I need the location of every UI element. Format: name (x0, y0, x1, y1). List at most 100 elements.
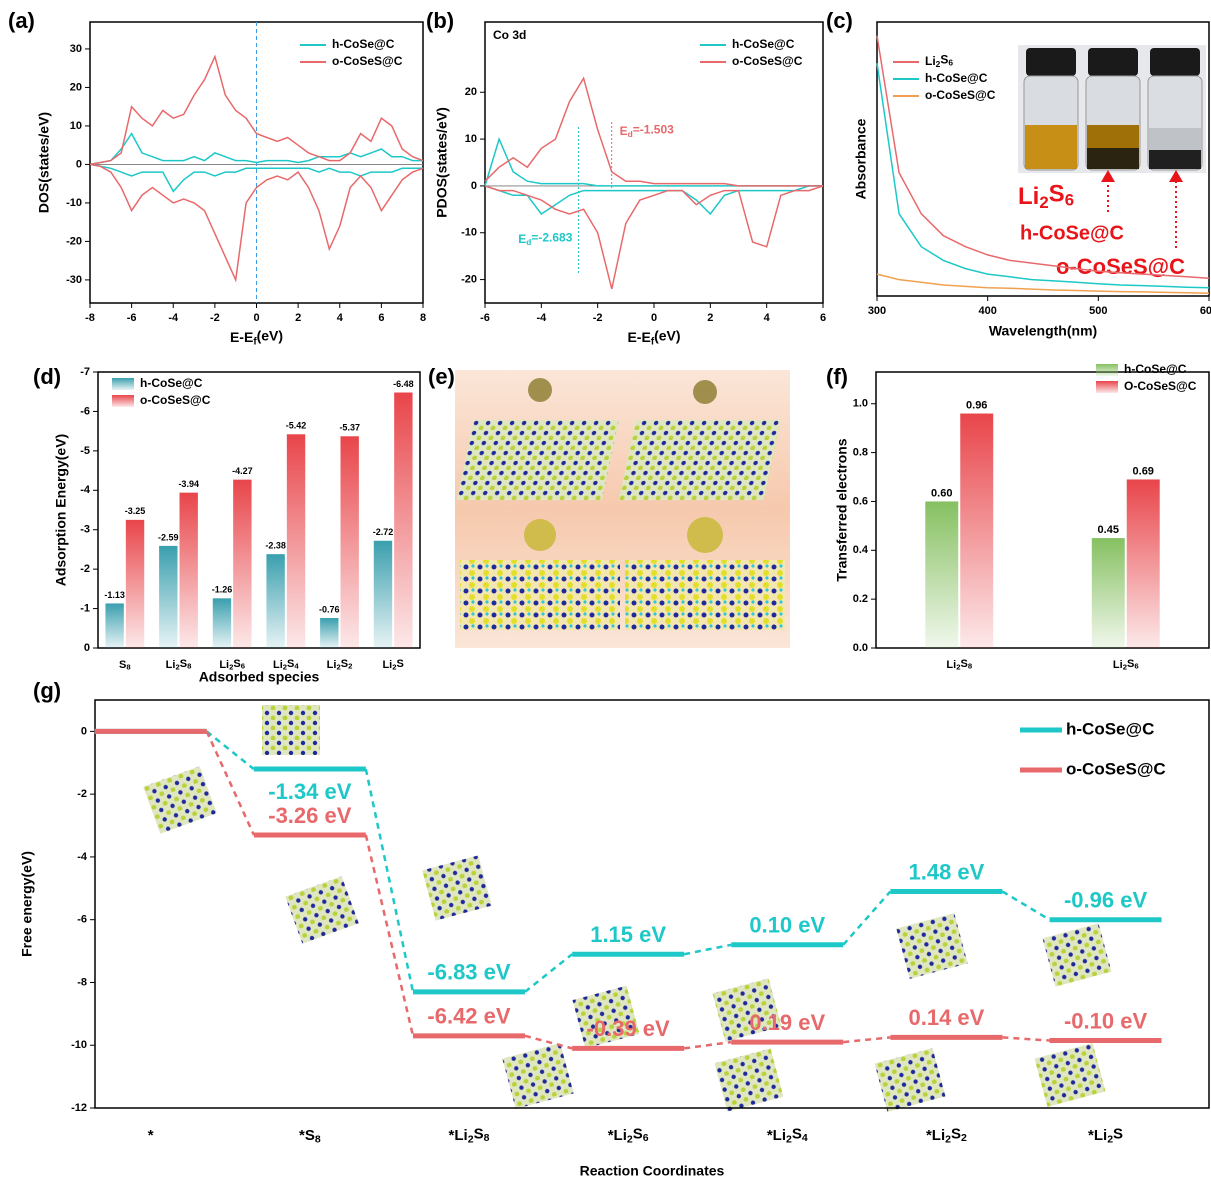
photo-label-part: 6 (1065, 191, 1074, 210)
bar (1092, 538, 1125, 648)
bar (105, 603, 123, 648)
x-tick-label-part: 4 (294, 662, 299, 671)
y-tick-label: -1 (80, 602, 90, 614)
structure-slab (625, 560, 785, 630)
y-tick-label: -7 (80, 366, 90, 378)
legend-swatch (1096, 364, 1118, 376)
photo-inset (1018, 45, 1206, 248)
adsorbate (528, 378, 552, 402)
vial-cap (1088, 48, 1138, 76)
x-tick-label: 400 (978, 305, 996, 317)
x-tick-label-part: S (792, 1125, 802, 1142)
value-label: 0.45 (1098, 524, 1119, 536)
x-tick-label-part: 8 (187, 662, 192, 671)
legend-label: o-CoSeS@C (1066, 759, 1166, 778)
x-tick-label-part: S (951, 1125, 961, 1142)
x-tick-label: *S8 (299, 1127, 321, 1145)
vial-powder (1149, 150, 1201, 169)
connector (525, 954, 572, 992)
x-tick-label: Li2S8 (946, 658, 972, 672)
y-tick-label: 0.6 (853, 495, 868, 507)
x-axis-label: E-Ef(eV) (627, 327, 680, 347)
photo-label-part: 2 (1039, 193, 1048, 212)
y-axis-label: Transferred electrons (834, 438, 850, 581)
x-tick-label: 4 (337, 312, 344, 324)
structure-slab (619, 420, 781, 500)
y-tick-label: -3 (80, 524, 90, 536)
thumbnail (143, 766, 216, 834)
x-tick-label: -2 (210, 312, 220, 324)
legend-label: o-CoSeS@C (140, 393, 211, 407)
adsorbate (524, 519, 556, 551)
value-label: -3.94 (178, 479, 199, 489)
plot-frame (98, 372, 420, 648)
bar (180, 493, 198, 648)
y-tick-label: -6 (77, 914, 87, 926)
x-tick-label-part: *Li (449, 1127, 468, 1144)
x-axis-label: Reaction Coordinates (580, 1163, 725, 1179)
thumbnail (1043, 923, 1112, 986)
y-axis-label: Absorbance (853, 118, 869, 199)
y-tick-label: 0 (81, 725, 87, 737)
photo-label: h-CoSe@C (1020, 222, 1124, 244)
connector (843, 1037, 890, 1042)
step-label: 0.10 eV (749, 913, 825, 938)
x-tick-label: 8 (420, 312, 426, 324)
legend-label-part: S (940, 53, 948, 67)
y-tick-label: 0 (471, 180, 477, 192)
thumbnails (143, 705, 1111, 1112)
x-tick-label-part: Li (166, 659, 176, 671)
thumbnail (1035, 1043, 1106, 1107)
step-label: 1.15 eV (590, 922, 666, 947)
thumbnail (715, 1048, 784, 1111)
annotation-part: =-2.683 (531, 231, 572, 245)
x-tick-label: 6 (378, 312, 384, 324)
value-label: -6.48 (393, 379, 414, 389)
x-tick-label-part: S (233, 658, 240, 670)
annotation: Ed=-1.503 (620, 123, 675, 139)
bar (213, 598, 231, 648)
y-axis-label: DOS(states/eV) (36, 112, 52, 213)
x-tick-label: Li2S6 (1113, 658, 1139, 672)
step-label: -3.26 eV (268, 803, 351, 828)
value-label: -2.59 (158, 532, 179, 542)
x-tick-label-part: 6 (1134, 662, 1138, 671)
x-tick-label-part: 6 (643, 1132, 649, 1144)
panel-label: (a) (8, 8, 35, 33)
x-tick-label: Li2S (382, 658, 403, 672)
x-tick-label: *Li2S4 (767, 1125, 808, 1145)
structure-slab (460, 560, 620, 630)
value-label: 0.60 (931, 487, 952, 499)
x-tick-label: -4 (536, 312, 547, 324)
x-tick-label-part: *Li (608, 1127, 627, 1144)
value-label: -5.42 (286, 421, 307, 431)
y-tick-label: -2 (77, 788, 87, 800)
value-label: -2.38 (265, 541, 286, 551)
legend-label: Li2S6 (925, 53, 953, 69)
y-tick-label: 1.0 (853, 398, 868, 410)
legend-label: h-CoSe@C (332, 37, 395, 51)
thumbnail (896, 913, 967, 979)
x-axis-label-part: (eV) (654, 327, 680, 343)
panel-label: (d) (33, 364, 61, 389)
y-tick-label: 10 (70, 120, 82, 132)
step-label: -6.42 eV (427, 1004, 510, 1029)
panel-label: (f) (826, 364, 848, 389)
bar (1127, 479, 1160, 648)
vial-liquid (1025, 125, 1077, 169)
legend-label: o-CoSeS@C (332, 54, 403, 68)
panel-label: (b) (426, 8, 454, 33)
thumbnail (285, 876, 358, 944)
x-tick-label-part: S (287, 658, 294, 670)
vial-cap (1150, 48, 1200, 76)
y-tick-label: -2 (80, 563, 90, 575)
structure-slab (457, 420, 619, 500)
value-label: -5.37 (339, 423, 360, 433)
x-tick-label-part: 4 (802, 1132, 808, 1144)
legend-label: o-CoSeS@C (925, 88, 996, 102)
vial-cap (1026, 48, 1076, 76)
x-tick-label-part: 2 (961, 1132, 967, 1144)
x-tick-label: 500 (1089, 305, 1107, 317)
value-label: -3.25 (125, 506, 146, 516)
x-tick-label: 2 (295, 312, 301, 324)
